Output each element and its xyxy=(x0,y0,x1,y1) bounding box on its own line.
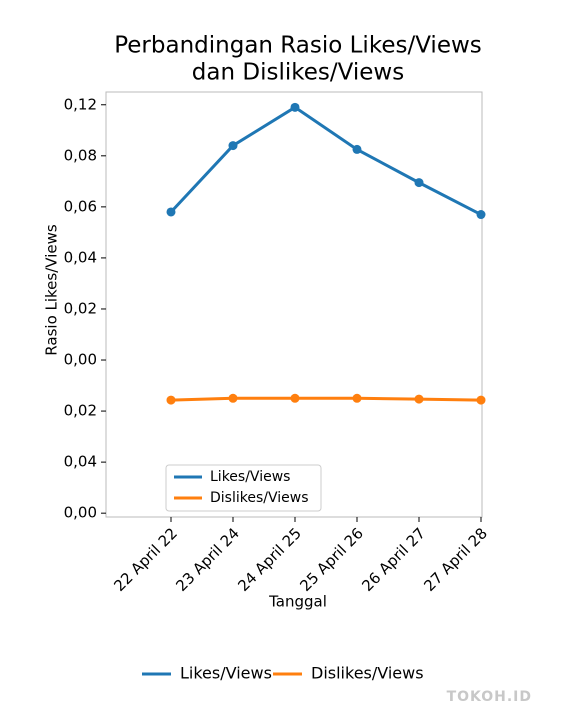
x-tick-label: 26 April 27 xyxy=(358,524,429,595)
legend-box xyxy=(165,464,322,512)
point xyxy=(352,144,362,154)
x-axis-label: Tanggal xyxy=(268,593,327,611)
y-tick-label: 0,06 xyxy=(64,197,97,215)
point xyxy=(228,141,238,151)
point xyxy=(290,102,300,112)
point xyxy=(290,393,300,403)
point xyxy=(228,393,238,403)
point xyxy=(414,394,424,404)
x-tick-label: 24 April 25 xyxy=(234,524,305,595)
x-tick-label: 27 April 28 xyxy=(420,524,491,595)
legend-label: Dislikes/Views xyxy=(210,490,309,506)
y-tick-label: 0,12 xyxy=(64,95,97,113)
chart-title: Perbandingan Rasio Likes/Views xyxy=(114,33,482,59)
y-tick-label: 0,04 xyxy=(64,453,97,471)
watermark: TOKOH.ID xyxy=(447,689,532,705)
y-tick-label: 0,02 xyxy=(64,299,97,317)
x-tick-label: 25 April 26 xyxy=(296,524,367,595)
point xyxy=(352,393,362,403)
chart-title: dan Dislikes/Views xyxy=(192,60,404,86)
plot-frame xyxy=(105,91,483,518)
y-axis-label: Rasio Likes/Views xyxy=(43,224,61,356)
point xyxy=(476,210,486,220)
legend-label: Dislikes/Views xyxy=(311,664,424,683)
x-tick-label: 23 April 24 xyxy=(172,524,243,595)
legend-label: Likes/Views xyxy=(180,664,272,683)
y-tick-label: 0,04 xyxy=(64,248,97,266)
y-tick-label: 0,00 xyxy=(64,504,97,522)
line xyxy=(170,396,482,402)
point xyxy=(166,207,176,217)
y-tick-label: 0,00 xyxy=(64,351,97,369)
line xyxy=(169,105,482,216)
y-tick-label: 0,02 xyxy=(64,402,97,420)
y-tick-label: 0,08 xyxy=(64,146,97,164)
point xyxy=(166,395,176,405)
point xyxy=(414,178,424,188)
legend-label: Likes/Views xyxy=(210,469,290,485)
point xyxy=(476,395,486,405)
x-tick-label: 22 April 22 xyxy=(110,524,181,595)
